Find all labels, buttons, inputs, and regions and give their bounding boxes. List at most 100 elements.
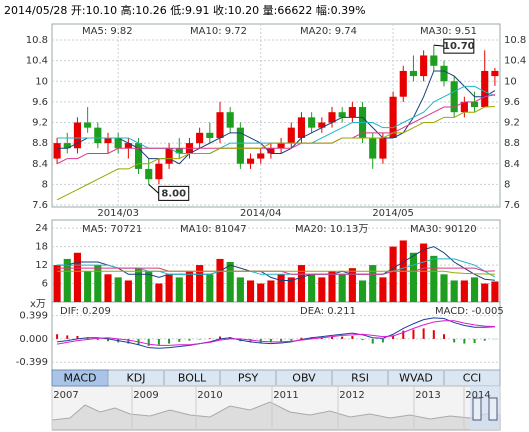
volume-bar: [420, 243, 428, 302]
legend-entry: MA10: 9.72: [190, 26, 247, 37]
volume-bar: [287, 277, 295, 302]
tab[interactable]: KDJ: [127, 372, 146, 385]
legend-entry: MA10: 81047: [180, 224, 247, 235]
candle-body: [470, 101, 479, 108]
candle-body: [104, 137, 112, 144]
tab[interactable]: PSY: [238, 372, 259, 385]
y-tick-label: 0.399: [19, 311, 48, 322]
volume-bar: [257, 283, 265, 302]
annotation: 8.00: [161, 188, 186, 199]
year-label: 2009: [133, 390, 158, 401]
candle-body: [348, 107, 356, 118]
volume-bar: [338, 274, 346, 302]
candle-body: [94, 127, 102, 144]
volume-bar: [308, 274, 316, 302]
navigator-handle[interactable]: [488, 397, 498, 421]
annotation-box: [443, 38, 475, 54]
annotation-line: [433, 44, 444, 47]
legend-entry: MA30: 9.51: [420, 26, 477, 37]
candle-body: [328, 112, 336, 123]
tab[interactable]: MACD: [64, 372, 97, 385]
legend-entry: DEA: 0.211: [300, 306, 356, 317]
volume-bar: [430, 255, 438, 302]
volume-bar: [94, 265, 102, 302]
candle-body: [175, 148, 183, 154]
y-tick-label: 10: [35, 76, 48, 87]
volume-bar: [104, 274, 112, 302]
y-tick-label: 18: [35, 242, 48, 253]
candle-body: [155, 163, 163, 180]
candle-body: [440, 65, 448, 82]
volume-bar: [84, 271, 92, 302]
tab[interactable]: CCI: [463, 372, 482, 385]
year-label: 2013: [415, 390, 440, 401]
tab[interactable]: WVAD: [399, 372, 433, 385]
volume-bar: [145, 271, 153, 302]
legend-entry: MA5: 70721: [82, 224, 142, 235]
volume-bar: [470, 277, 479, 302]
candle-body: [236, 127, 244, 164]
volume-bar: [450, 280, 458, 302]
y-tick-label: 7.6: [32, 200, 48, 211]
y-tick-label: 9.6: [32, 97, 48, 108]
y-tick-label: 12: [35, 260, 48, 271]
y-tick-label: 9.6: [504, 97, 520, 108]
candle-body: [481, 70, 489, 108]
candle-body: [308, 117, 316, 128]
ma-line: [56, 94, 496, 165]
candle-body: [53, 143, 61, 159]
y-axis-label: x万: [30, 299, 46, 310]
candle-body: [491, 70, 499, 77]
candle-body: [165, 148, 173, 164]
candle-body: [216, 112, 224, 138]
price-panel: [51, 23, 501, 208]
ma-line: [57, 246, 495, 281]
candle-body: [430, 55, 438, 66]
volume-bar: [155, 283, 163, 302]
year-label: 2007: [53, 390, 78, 401]
candle-body: [196, 132, 204, 144]
tab[interactable]: BOLL: [178, 372, 207, 385]
x-tick-label: 2014/03: [97, 208, 139, 219]
annotation: 10.70: [443, 41, 475, 52]
y-tick-label: 0.000: [19, 334, 48, 345]
y-tick-label: 8.8: [32, 138, 48, 149]
volume-bar: [53, 265, 61, 302]
volume-bar: [358, 280, 367, 302]
candle-body: [84, 122, 92, 128]
y-tick-label: 6: [42, 279, 48, 290]
candle-body: [287, 127, 295, 144]
candle-body: [226, 112, 234, 128]
tab[interactable]: RSI: [351, 372, 369, 385]
legend-entry: DIF: 0.209: [60, 306, 111, 317]
volume-bar: [277, 274, 285, 302]
volume-bar: [409, 252, 418, 302]
candle-body: [389, 96, 397, 138]
y-tick-label: 10.4: [26, 56, 48, 67]
navigator-handle[interactable]: [472, 397, 482, 421]
candle-body: [277, 143, 285, 149]
y-tick-label: 8.4: [504, 159, 520, 170]
volume-bar: [318, 277, 326, 302]
tab[interactable]: OBV: [292, 372, 316, 385]
volume-bar: [206, 274, 214, 302]
volume-bar: [440, 274, 448, 302]
volume-bar: [216, 258, 224, 302]
y-tick-label: 8: [504, 179, 510, 190]
year-label: 2014: [465, 390, 490, 401]
volume-bar: [348, 268, 356, 302]
legend-entry: MA30: 90120: [410, 224, 477, 235]
legend-entry: MA5: 9.82: [82, 26, 133, 37]
volume-bar: [175, 277, 183, 302]
volume-bar: [196, 265, 204, 302]
x-tick-label: 2014/04: [240, 208, 282, 219]
candle-body: [63, 143, 71, 149]
volume-bar: [236, 277, 244, 302]
y-tick-label: 8: [42, 179, 48, 190]
y-tick-label: -0.399: [16, 357, 48, 368]
volume-bar: [246, 280, 255, 302]
ma-line: [57, 270, 495, 275]
candle-body: [257, 153, 265, 159]
